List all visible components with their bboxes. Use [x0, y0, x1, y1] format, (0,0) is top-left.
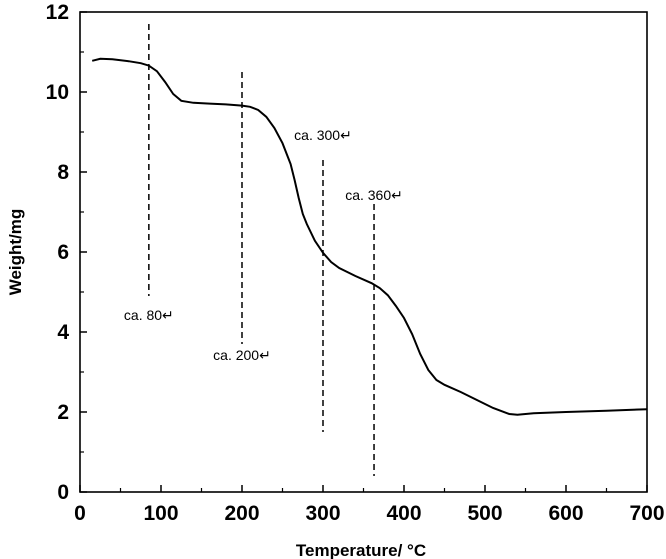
- x-tick-label: 600: [548, 502, 583, 525]
- x-axis-title: Temperature/ °C: [296, 541, 426, 559]
- x-tick-label: 0: [74, 502, 86, 525]
- weight-curve: [91, 57, 648, 416]
- x-tick-label: 100: [143, 502, 178, 525]
- y-tick-label: 10: [46, 81, 69, 104]
- y-tick-label: 0: [57, 481, 69, 504]
- annotation-label: ca. 360↵: [345, 187, 403, 203]
- x-tick-label: 700: [629, 502, 664, 525]
- y-tick-label: 12: [46, 1, 69, 24]
- x-tick-label: 200: [224, 502, 259, 525]
- y-tick-label: 8: [57, 161, 69, 184]
- y-tick-label: 6: [57, 241, 69, 264]
- x-tick-label: 500: [467, 502, 502, 525]
- annotation-label: ca. 300↵: [294, 127, 352, 143]
- axis-ticks: 0 100 200 300 400 500 600 700 0 2 4 6 8 10 12: [46, 1, 665, 525]
- annotations: ca. 80↵ ca. 200↵ ca. 300↵ ca. 360↵: [124, 24, 403, 476]
- y-axis-title: Weight/mg: [6, 209, 25, 296]
- plot-frame: [79, 11, 648, 493]
- annotation-label: ca. 80↵: [124, 307, 174, 323]
- x-tick-label: 300: [305, 502, 340, 525]
- y-tick-label: 4: [57, 321, 69, 344]
- x-tick-label: 400: [386, 502, 421, 525]
- y-tick-label: 2: [57, 401, 69, 424]
- annotation-label: ca. 200↵: [213, 347, 271, 363]
